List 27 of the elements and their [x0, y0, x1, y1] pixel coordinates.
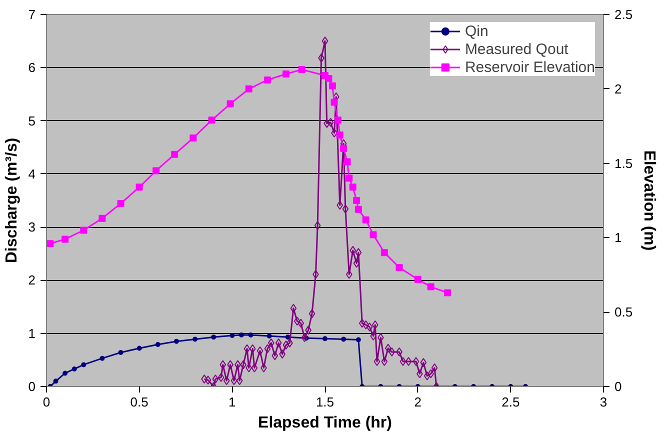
- y-axis-title: Discharge (m³/s): [3, 138, 20, 264]
- y-tick-label: 5: [28, 113, 36, 128]
- legend-label: Measured Qout: [464, 40, 568, 58]
- x-axis-title: Elapsed Time (hr): [258, 414, 392, 432]
- y-tick-label: 6: [28, 60, 36, 76]
- y-tick-label: 2: [28, 272, 36, 288]
- legend-label: Qin: [464, 22, 488, 40]
- y2-tick-label: 1: [614, 230, 622, 246]
- legend-label: Reservoir Elevation: [464, 58, 595, 76]
- y2-axis-title: Elevation (m): [640, 150, 658, 251]
- y2-tick-label: 2.5: [614, 7, 633, 22]
- y-tick-label: 4: [28, 166, 36, 182]
- x-tick-label: 1: [228, 394, 236, 410]
- x-tick-label: 1.5: [316, 394, 334, 410]
- y2-tick-label: 1.5: [614, 156, 633, 171]
- y2-tick-label: 2: [614, 81, 622, 96]
- y-tick-label: 0: [28, 379, 36, 394]
- y-tick-label: 3: [28, 220, 36, 235]
- x-tick-label: 0.5: [130, 394, 148, 410]
- x-tick-label: 2: [414, 394, 422, 410]
- x-tick-label: 2.5: [502, 394, 520, 410]
- y-tick-label: 1: [28, 326, 36, 341]
- x-tick-label: 0: [42, 394, 50, 410]
- y-tick-label: 7: [28, 7, 36, 22]
- y2-tick-label: 0: [614, 379, 622, 394]
- x-tick-label: 3: [600, 394, 608, 410]
- y2-tick-label: 0.5: [614, 304, 633, 320]
